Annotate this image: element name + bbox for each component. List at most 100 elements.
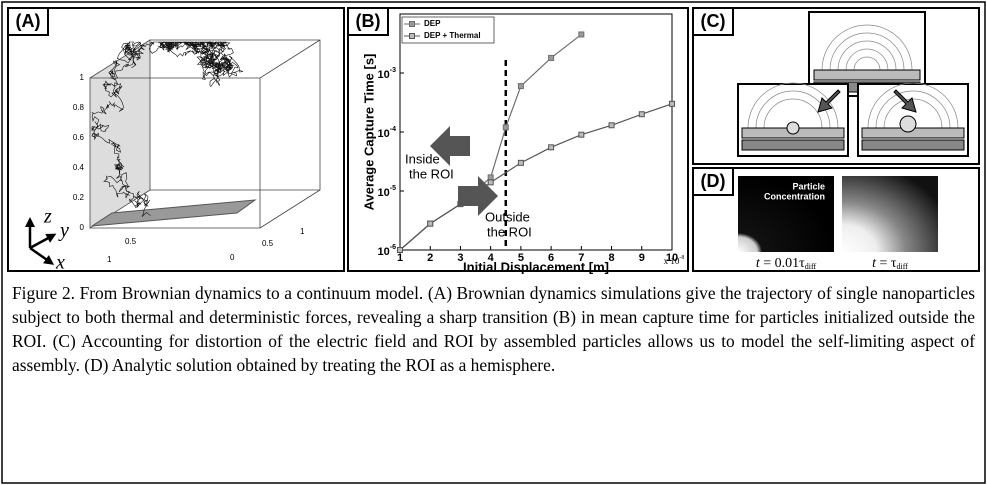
panel-d-frame <box>692 167 980 272</box>
z-tick-label: 0.2 <box>73 193 85 202</box>
x-tick-label: 4 <box>488 252 495 264</box>
x-tick-label: 3 <box>457 252 463 264</box>
point <box>578 131 585 138</box>
label-box <box>347 7 389 36</box>
legend-label: DEP + Thermal <box>424 31 481 40</box>
t: t <box>872 256 877 271</box>
x-tick-label: 5 <box>518 252 524 264</box>
point <box>517 159 524 166</box>
legend-box <box>401 16 495 44</box>
y-tick-label: 10-4 <box>378 126 397 140</box>
inset-title: Particle <box>792 181 825 191</box>
z-tick-label: 0 <box>80 223 85 232</box>
tick-exponent: -3 <box>390 67 396 74</box>
axis-letter: z <box>43 206 52 228</box>
point <box>487 179 494 186</box>
y-tick-label: 1 <box>107 255 112 264</box>
panel-label: (B) <box>356 11 381 31</box>
multiplier-exponent: -8 <box>679 255 684 261</box>
x-tick-label: 9 <box>639 252 645 264</box>
panel-label: (D) <box>701 171 726 191</box>
legend-marker <box>409 33 415 39</box>
panel-c-frame <box>692 7 980 165</box>
y-tick-label: 10-5 <box>378 185 397 199</box>
panel-c-diagram <box>737 11 969 157</box>
x-tick-label: 0.5 <box>262 239 274 248</box>
chart: 10-610-510-410-31 2 3 4 5 6 7 8 9 10x 10-8Initial… <box>361 13 685 274</box>
tick-base: 10 <box>378 187 390 199</box>
point <box>427 220 434 227</box>
eq: = 0.01τ <box>760 256 805 271</box>
axis-letter: y <box>58 220 69 242</box>
axis-letter: x <box>55 252 65 274</box>
y-tick-label: 10-3 <box>378 67 397 81</box>
x-tick-label: 7 <box>578 252 584 264</box>
point <box>578 31 585 38</box>
tick-exponent: -5 <box>390 185 396 192</box>
point <box>638 111 645 118</box>
plot-area <box>399 13 673 251</box>
sub: diff <box>805 262 817 271</box>
panel-b-frame <box>347 7 689 272</box>
cube <box>89 39 321 229</box>
point <box>397 247 403 253</box>
x-multiplier: x 10-8 <box>664 255 685 266</box>
caption: Figure 2. From Brownian dynamics to a co… <box>12 283 975 375</box>
annotation: the ROI <box>409 166 454 181</box>
z-tick-label: 1 <box>80 73 85 82</box>
point <box>548 54 555 61</box>
annotation: Outside <box>485 209 530 224</box>
panel-a-frame <box>7 7 345 272</box>
legend-marker <box>409 21 415 27</box>
label-box <box>7 7 49 36</box>
label-box <box>692 7 734 36</box>
legend-label: DEP <box>424 19 441 28</box>
point <box>548 144 555 151</box>
time-caption: t = 0.01τdiff <box>756 256 817 271</box>
tick-base: 10 <box>378 128 390 140</box>
x-tick-label: 8 <box>608 252 614 264</box>
annotation: Inside <box>405 151 440 166</box>
arrow <box>430 126 470 166</box>
y-axis-label: Average Capture Time [s] <box>361 54 376 211</box>
point <box>517 83 524 90</box>
eq: = τ <box>876 256 897 271</box>
inset-title: Concentration <box>764 191 825 201</box>
z-tick-label: 0.8 <box>73 103 85 112</box>
y-tick-label: 0.5 <box>125 237 137 246</box>
sub: diff <box>897 262 909 271</box>
concentration-map <box>842 176 938 252</box>
x-tick-label: 10 <box>666 252 678 264</box>
tick-base: 10 <box>378 246 390 258</box>
tick-base: 10 <box>378 69 390 81</box>
concentration-map <box>738 176 834 252</box>
multiplier-base: x 10 <box>664 256 680 266</box>
t: t <box>756 256 761 271</box>
point <box>502 124 509 131</box>
series-line <box>399 103 673 251</box>
arrow <box>458 176 498 216</box>
point <box>487 174 494 181</box>
label-box <box>692 167 734 196</box>
panel-label: (C) <box>701 11 726 31</box>
x-tick-label: 6 <box>548 252 554 264</box>
panel-label: (A) <box>16 11 41 31</box>
y-tick-label: 10-6 <box>378 244 397 258</box>
x-tick-label: 1 <box>397 252 403 264</box>
annotation: the ROI <box>487 224 532 239</box>
z-tick-label: 0.6 <box>73 133 85 142</box>
x-tick-label: 2 <box>427 252 433 264</box>
roi-slab <box>91 199 257 227</box>
axis-triad <box>25 217 57 265</box>
trajectory <box>91 41 244 217</box>
point <box>669 100 675 107</box>
tick-exponent: -4 <box>390 126 396 133</box>
z-tick-label: 0.4 <box>73 163 85 172</box>
x-tick-label: 0 <box>230 253 235 262</box>
time-caption: t = τdiff <box>872 256 908 271</box>
point <box>608 122 615 129</box>
random-walk <box>91 41 244 217</box>
